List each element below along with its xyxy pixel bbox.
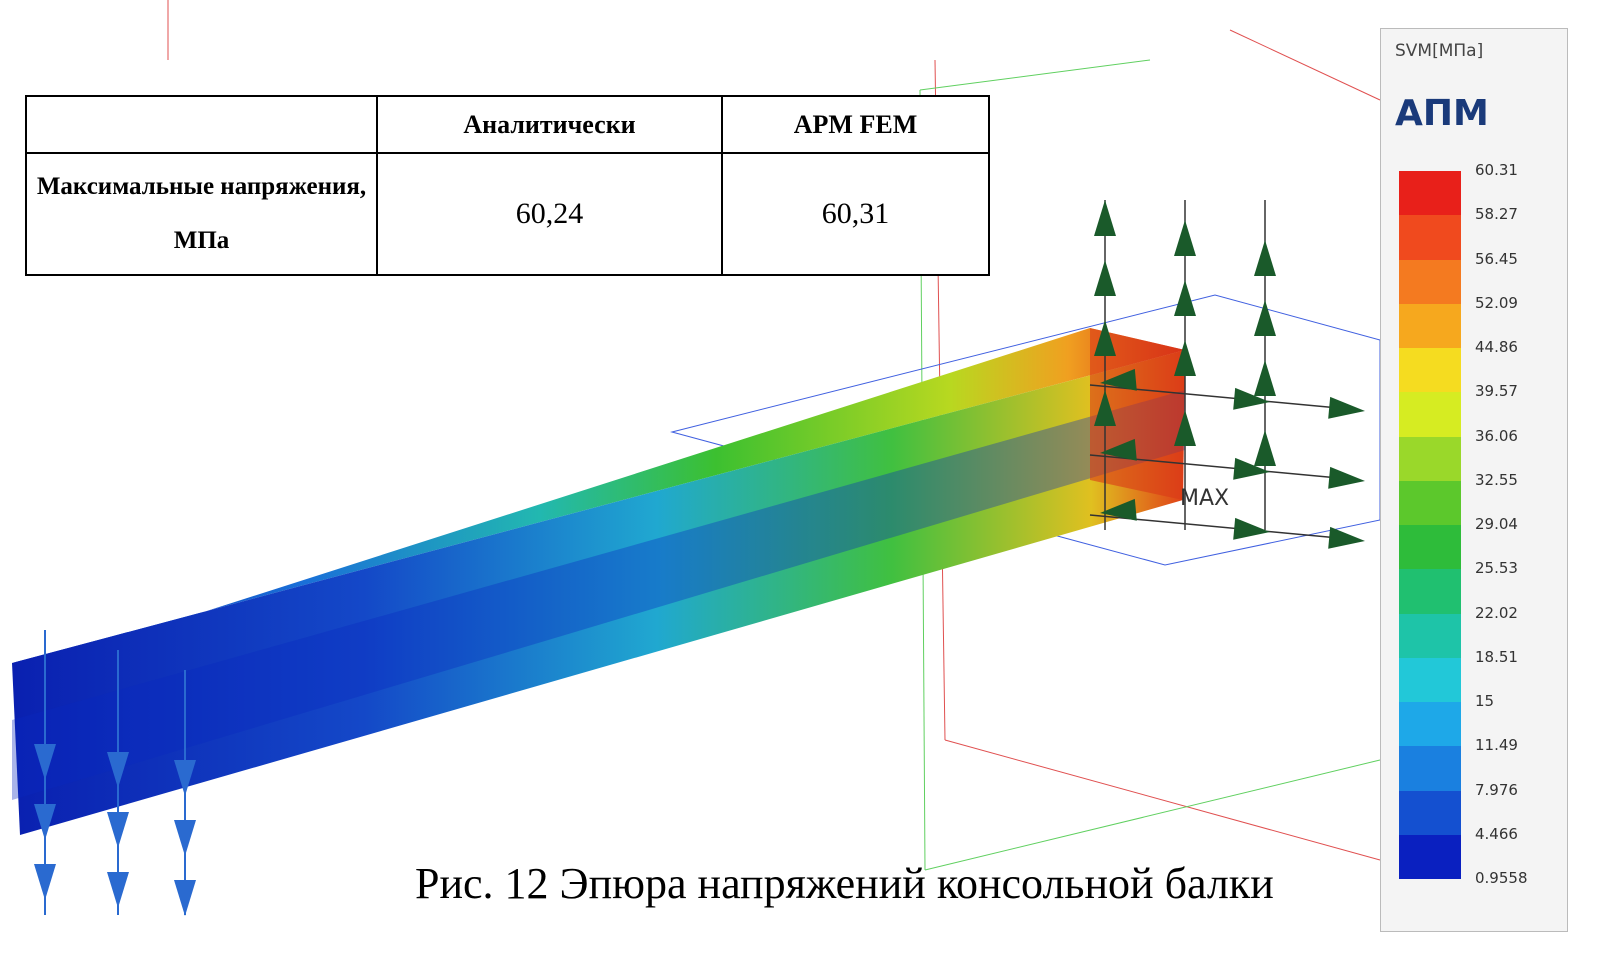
legend-value: 25.53 [1475,559,1518,577]
guide [925,760,1380,870]
legend-value: 15 [1475,692,1494,710]
color-band [1399,437,1461,481]
color-band [1399,525,1461,569]
color-band [1399,481,1461,525]
arrow-head [1174,220,1196,256]
color-bar [1399,171,1461,879]
arrow-head [107,872,129,908]
legend: SVM[МПа] АПМ 60.31 58.27 56.45 52.09 44.86 39… [1380,28,1568,932]
legend-value: 0.9558 [1475,869,1528,887]
color-band [1399,260,1461,304]
arrow-head [34,864,56,900]
legend-value: 52.09 [1475,294,1518,312]
header-cell [26,96,377,153]
cell: 60,31 [722,153,989,275]
legend-value: 58.27 [1475,205,1518,223]
header-cell: APM FEM [722,96,989,153]
color-band [1399,392,1461,436]
legend-value: 29.04 [1475,515,1518,533]
arrow-head [174,880,196,916]
arrow-head [1328,467,1365,489]
guide [945,740,1380,860]
legend-title: SVM[МПа] [1395,41,1483,61]
color-band [1399,791,1461,835]
arrow-head [1094,200,1116,236]
results-table: Аналитически APM FEM Максимальные напряж… [25,95,990,276]
color-band [1399,746,1461,790]
cell: 60,24 [377,153,722,275]
legend-value: 11.49 [1475,736,1518,754]
arrow-head [1174,280,1196,316]
legend-brand: АПМ [1395,93,1489,134]
arrow-head [1254,360,1276,396]
beam-band [12,390,1185,800]
legend-value: 22.02 [1475,604,1518,622]
legend-value: 36.06 [1475,427,1518,445]
arrow-head [174,820,196,856]
guide [1230,30,1380,100]
header-cell: Аналитически [377,96,722,153]
color-band [1399,348,1461,392]
legend-value: 7.976 [1475,781,1518,799]
page: MAX Аналитически APM FEM Максимальные на… [0,0,1614,953]
color-band [1399,304,1461,348]
legend-value: 32.55 [1475,471,1518,489]
color-band [1399,835,1461,879]
data-row: Максимальные напряжения, МПа 60,24 60,31 [26,153,989,275]
arrow-head [1254,430,1276,466]
legend-value: 18.51 [1475,648,1518,666]
color-band [1399,569,1461,613]
caption: Рис. 12 Эпюра напряжений консольной балк… [415,858,1274,909]
max-label: MAX [1180,486,1229,511]
legend-value: 39.57 [1475,382,1518,400]
arrow-head [1254,300,1276,336]
color-band [1399,614,1461,658]
arrow-head [107,812,129,848]
beam [12,328,1185,835]
arrow-head [1328,527,1365,549]
legend-value: 44.86 [1475,338,1518,356]
color-band [1399,702,1461,746]
arrow-head [1328,397,1365,419]
legend-value: 56.45 [1475,250,1518,268]
legend-value: 60.31 [1475,161,1518,179]
color-band [1399,171,1461,215]
arrow-head [1254,240,1276,276]
color-band [1399,215,1461,259]
arrow-head [1094,260,1116,296]
row-label: Максимальные напряжения, МПа [26,153,377,275]
header-row: Аналитически APM FEM [26,96,989,153]
legend-value: 4.466 [1475,825,1518,843]
color-band [1399,658,1461,702]
guide [920,60,1150,90]
